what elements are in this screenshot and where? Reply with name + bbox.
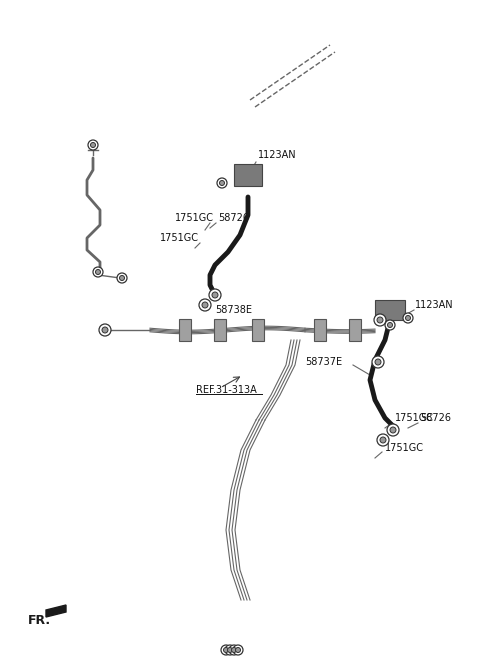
Circle shape — [96, 270, 100, 274]
Circle shape — [93, 267, 103, 277]
Bar — [179, 319, 191, 341]
Text: FR.: FR. — [28, 613, 51, 626]
Circle shape — [99, 324, 111, 336]
Text: 58726: 58726 — [420, 413, 451, 423]
Bar — [349, 319, 361, 341]
Text: REF.31-313A: REF.31-313A — [196, 385, 257, 395]
Circle shape — [377, 434, 389, 446]
Polygon shape — [46, 605, 66, 617]
Circle shape — [199, 299, 211, 311]
Text: 1751GC: 1751GC — [385, 443, 424, 453]
Circle shape — [372, 356, 384, 368]
Bar — [314, 319, 326, 341]
Circle shape — [233, 645, 243, 655]
Circle shape — [406, 316, 410, 321]
Circle shape — [102, 327, 108, 333]
Circle shape — [374, 314, 386, 326]
Text: 1751GC: 1751GC — [175, 213, 214, 223]
Bar — [252, 319, 264, 341]
Text: 58726: 58726 — [218, 213, 249, 223]
Circle shape — [117, 273, 127, 283]
Circle shape — [390, 427, 396, 433]
Text: 1123AN: 1123AN — [258, 150, 297, 160]
Circle shape — [209, 289, 221, 301]
Circle shape — [217, 178, 227, 188]
Text: 1123AN: 1123AN — [415, 300, 454, 310]
Circle shape — [377, 317, 383, 323]
Circle shape — [375, 359, 381, 365]
Circle shape — [91, 142, 96, 148]
Circle shape — [212, 292, 218, 298]
Circle shape — [202, 302, 208, 308]
Text: 1751GC: 1751GC — [395, 413, 434, 423]
Circle shape — [224, 647, 228, 653]
Circle shape — [219, 180, 225, 186]
Circle shape — [231, 647, 237, 653]
Circle shape — [385, 320, 395, 330]
Bar — [375, 300, 405, 320]
Circle shape — [229, 645, 239, 655]
Circle shape — [387, 323, 393, 327]
Text: 58737E: 58737E — [305, 357, 342, 367]
Bar — [214, 319, 226, 341]
Bar — [234, 164, 262, 186]
Text: 58738E: 58738E — [215, 305, 252, 315]
Circle shape — [225, 645, 235, 655]
Circle shape — [120, 276, 124, 281]
Circle shape — [221, 645, 231, 655]
Text: 1751GC: 1751GC — [160, 233, 199, 243]
Circle shape — [403, 313, 413, 323]
Circle shape — [88, 140, 98, 150]
Circle shape — [236, 647, 240, 653]
Circle shape — [380, 437, 386, 443]
Circle shape — [387, 424, 399, 436]
Circle shape — [228, 647, 232, 653]
